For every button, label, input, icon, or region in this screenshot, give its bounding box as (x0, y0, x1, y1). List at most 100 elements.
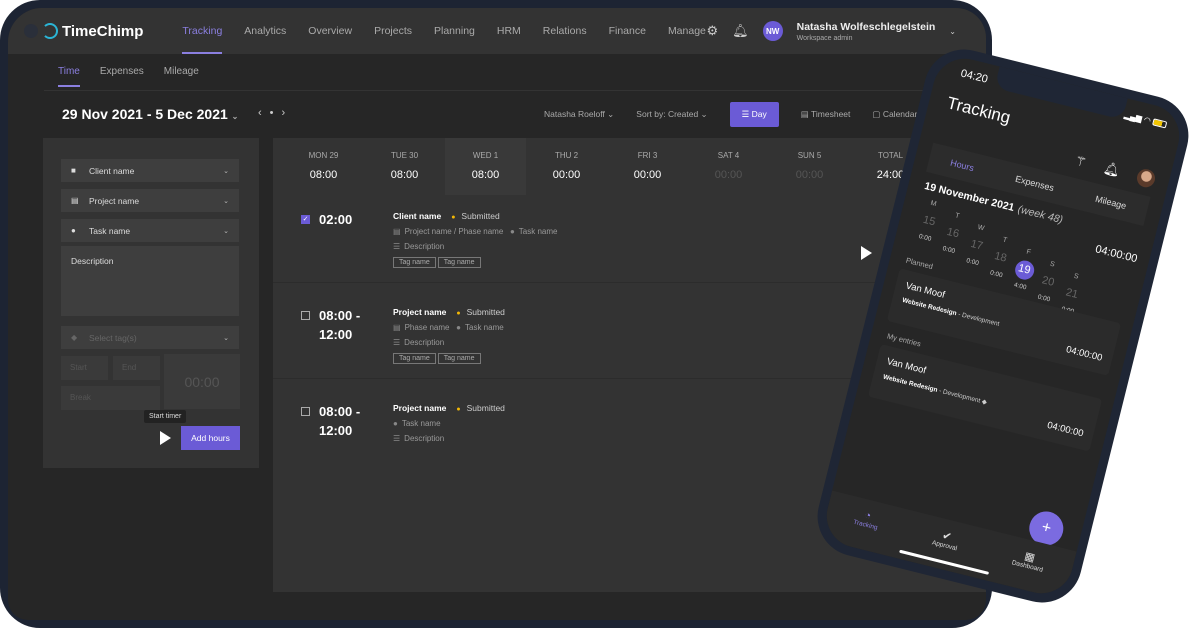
gear-icon[interactable]: ⚙ (706, 23, 719, 38)
timer-display: 00:00 (164, 354, 240, 409)
day-hours: 08:00 (471, 169, 500, 181)
day-hours: 08:00 (390, 169, 419, 181)
entry-title-text: Client name (393, 211, 442, 221)
avatar[interactable] (1135, 167, 1157, 190)
tab-expenses[interactable]: Expenses (99, 66, 144, 77)
day-column[interactable]: SAT 4 00:00 (688, 138, 769, 195)
day-column[interactable]: TUE 30 08:00 (364, 138, 445, 195)
tabbar-tracking[interactable]: ◔ Tracking (847, 507, 881, 552)
end-input[interactable]: End (113, 356, 160, 380)
weekday-letter: W (976, 224, 986, 233)
tag-list: Tag name Tag name (393, 347, 693, 364)
tag-chip[interactable]: Tag name (393, 257, 436, 268)
tab-mileage[interactable]: Mileage (163, 66, 199, 77)
entry-details: Project name Submitted ▤Phase name ● Task n… (393, 307, 693, 364)
nav-hrm[interactable]: HRM (496, 25, 521, 37)
day-hours: 0:00 (965, 257, 980, 268)
nav-manage[interactable]: Manage (667, 25, 706, 37)
entry-checkbox[interactable]: ✓ (301, 215, 310, 224)
time-entry-form: ■ Client name ⌄ ▤ Project name ⌄ ● Task name ⌄… (43, 138, 259, 468)
weekday-letter: S (1049, 260, 1056, 269)
divider (273, 378, 986, 379)
entry-meta: ● Task name (393, 419, 693, 428)
day-column[interactable]: FRI 3 00:00 (607, 138, 688, 195)
bell-icon[interactable]: 🔔︎ (1102, 159, 1122, 179)
play-icon[interactable] (861, 246, 872, 260)
day-number: 18 (993, 250, 1008, 265)
day-hours: 00:00 (714, 169, 743, 181)
tab-expenses[interactable]: Expenses (1014, 173, 1056, 194)
description-textarea[interactable]: Description (61, 246, 239, 316)
tab-mileage[interactable]: Mileage (1094, 193, 1128, 212)
day-column[interactable]: TOTAL 24:00 (850, 138, 931, 195)
entry-checkbox[interactable] (301, 407, 310, 416)
play-icon[interactable] (160, 431, 171, 445)
day-total: 04:00:00 (1094, 243, 1139, 266)
day-hours: 00:00 (795, 169, 824, 181)
bell-icon[interactable]: 🔔︎ (732, 23, 749, 38)
tag-icon: ◆ (981, 398, 988, 407)
nav-finance[interactable]: Finance (608, 25, 646, 37)
task-name: Task name (518, 227, 558, 236)
nav-relations[interactable]: Relations (542, 25, 587, 37)
status-icons: ▂▄▆ ◠ (1123, 110, 1168, 129)
nav-projects[interactable]: Projects (374, 25, 412, 37)
tag-chip[interactable]: Tag name (437, 257, 481, 268)
tab-hours[interactable]: Hours (949, 157, 976, 174)
laptop-frame: TimeChimp Tracking Analytics Overview Proje… (0, 0, 992, 628)
day-column[interactable]: MON 29 08:00 (283, 138, 364, 195)
weekday-letter: T (1001, 236, 1008, 245)
date-range[interactable]: 29 Nov 2021 - 5 Dec 2021 ⌄ (62, 106, 239, 122)
weekday-letter: T (954, 212, 961, 221)
day-number: 16 (945, 225, 961, 241)
add-hours-button[interactable]: Add hours (181, 426, 240, 450)
day-column[interactable]: WED 1 08:00 (445, 138, 526, 195)
tag-icon: ◆ (71, 333, 78, 342)
day-label: MON 29 (308, 151, 339, 160)
week-pager[interactable]: ‹•› (258, 107, 294, 119)
project-phase: Project name / Phase name (404, 227, 504, 236)
description-text: Description (404, 338, 445, 347)
nav-analytics[interactable]: Analytics (244, 25, 287, 37)
tag-chip[interactable]: Tag name (393, 353, 436, 364)
day-label: TUE 30 (390, 151, 419, 160)
day-hours: 0:00 (941, 245, 956, 256)
day-label: WED 1 (472, 151, 499, 160)
project-select[interactable]: ▤ Project name ⌄ (61, 189, 239, 212)
entry-title: Client name Submitted (393, 211, 693, 221)
view-timesheet-button[interactable]: ▤ Timesheet (800, 109, 851, 119)
entry-details: Client name Submitted ▤Project name / Phas… (393, 211, 693, 268)
view-day-button[interactable]: ☰ Day (729, 102, 779, 127)
start-input[interactable]: Start (61, 356, 108, 380)
tab-time[interactable]: Time (58, 66, 80, 87)
tags-select[interactable]: ◆ Select tag(s) ⌄ (61, 326, 239, 349)
sort-dropdown[interactable]: Sort by: Created ⌄ (636, 109, 708, 119)
project-phase: Phase name (404, 323, 450, 332)
entry-description: ☰ Description (393, 242, 693, 251)
nav-planning[interactable]: Planning (434, 25, 475, 37)
day-column[interactable]: SUN 5 00:00 (769, 138, 850, 195)
battery-icon (1151, 118, 1168, 129)
top-nav: TimeChimp Tracking Analytics Overview Proje… (8, 8, 986, 54)
break-input[interactable]: Break (61, 386, 160, 410)
magic-wand-icon[interactable]: ⚚ (1073, 152, 1089, 171)
client-select[interactable]: ■ Client name ⌄ (61, 159, 239, 182)
check-circle-icon: ● (393, 419, 398, 428)
avatar[interactable]: NW (762, 21, 783, 41)
weekday-letter: S (1072, 272, 1080, 281)
day-column[interactable]: THU 2 00:00 (526, 138, 607, 195)
task-select[interactable]: ● Task name ⌄ (61, 219, 239, 242)
nav-overview[interactable]: Overview (308, 25, 353, 37)
user-menu[interactable]: Natasha Wolfeschlegelstein Workspace admi… (796, 20, 936, 42)
view-calendar-button[interactable]: ▢ Calendar (872, 109, 918, 119)
tag-chip[interactable]: Tag name (437, 353, 481, 364)
entry-checkbox[interactable] (301, 311, 310, 320)
desktop-app: TimeChimp Tracking Analytics Overview Proje… (8, 8, 986, 620)
entry-meta: ▤ Project name / Phase name ● Task name (393, 227, 693, 236)
chevron-down-icon[interactable]: ⌄ (949, 26, 956, 36)
nav-tracking[interactable]: Tracking (171, 8, 233, 54)
day-number: 15 (921, 213, 937, 229)
day-hours: 0:00 (917, 233, 932, 243)
user-filter[interactable]: Natasha Roeloff ⌄ (544, 109, 615, 119)
tabbar-dashboard[interactable]: ▦ Dashboard (1006, 547, 1047, 594)
